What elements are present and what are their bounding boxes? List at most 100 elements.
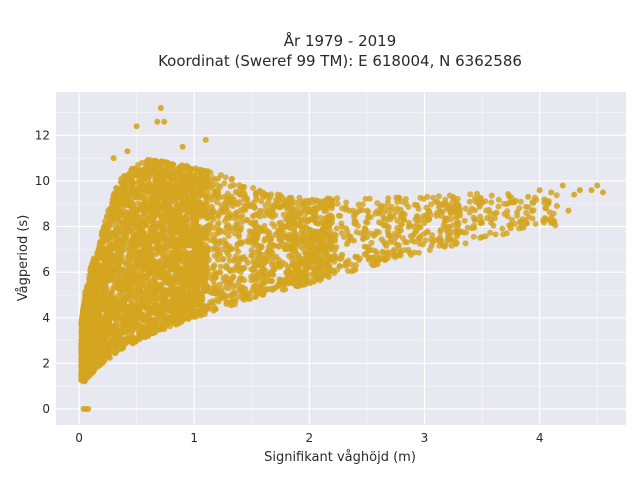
data-point xyxy=(223,301,230,307)
data-point xyxy=(248,252,255,259)
data-point xyxy=(501,200,507,207)
data-point xyxy=(386,214,393,220)
data-point xyxy=(143,259,149,265)
data-point xyxy=(288,194,295,201)
data-point xyxy=(309,206,316,213)
data-point xyxy=(166,202,173,209)
data-point xyxy=(322,205,329,212)
data-point xyxy=(297,243,304,250)
data-point xyxy=(203,260,210,267)
data-point xyxy=(261,212,268,219)
data-point xyxy=(352,218,359,225)
data-point xyxy=(140,301,147,308)
data-point xyxy=(203,193,210,200)
data-point xyxy=(286,202,293,208)
data-point xyxy=(172,182,179,189)
data-point xyxy=(252,278,259,285)
data-point xyxy=(450,195,457,202)
data-point xyxy=(197,199,204,206)
data-point xyxy=(318,230,325,237)
data-point xyxy=(143,251,150,258)
data-point xyxy=(455,229,462,236)
data-point xyxy=(393,194,400,201)
data-point xyxy=(170,161,177,168)
data-point xyxy=(121,182,128,189)
data-point xyxy=(109,336,116,343)
data-point xyxy=(166,319,173,326)
data-point xyxy=(138,262,145,269)
data-point xyxy=(113,319,119,326)
data-point xyxy=(220,256,227,262)
data-point xyxy=(276,242,283,249)
data-point xyxy=(238,224,245,231)
data-point xyxy=(366,195,373,202)
data-point xyxy=(317,214,324,221)
data-point xyxy=(153,230,160,237)
data-point xyxy=(248,247,255,254)
data-point xyxy=(484,215,491,221)
data-point xyxy=(181,242,188,249)
data-point xyxy=(138,217,145,224)
data-point xyxy=(322,223,329,230)
data-point xyxy=(231,290,238,297)
data-point xyxy=(274,191,281,198)
data-point xyxy=(183,175,190,182)
data-point xyxy=(262,235,269,242)
data-point xyxy=(165,251,172,258)
data-point xyxy=(167,297,174,304)
data-point xyxy=(436,237,443,244)
data-point xyxy=(262,256,269,263)
data-point xyxy=(301,198,308,204)
data-point xyxy=(454,201,461,208)
data-point xyxy=(242,207,249,213)
data-point xyxy=(470,233,477,240)
data-point xyxy=(113,208,120,215)
data-point xyxy=(338,230,345,236)
data-point xyxy=(308,278,315,285)
data-point xyxy=(477,234,484,241)
data-point xyxy=(110,192,117,199)
data-point xyxy=(255,290,261,297)
data-point xyxy=(544,198,551,205)
data-point xyxy=(276,276,283,283)
data-point xyxy=(172,230,179,237)
data-point xyxy=(110,285,117,292)
data-point xyxy=(514,212,521,219)
data-point xyxy=(383,222,390,229)
data-point xyxy=(268,278,275,285)
data-point xyxy=(264,193,271,200)
data-point xyxy=(220,275,227,281)
data-point xyxy=(237,283,244,290)
data-point xyxy=(141,202,148,209)
data-point xyxy=(223,262,230,269)
data-point xyxy=(437,208,444,215)
data-point xyxy=(337,212,344,219)
data-point xyxy=(217,251,223,258)
data-point xyxy=(435,193,442,200)
data-point xyxy=(191,247,198,254)
data-point xyxy=(276,263,283,270)
data-point xyxy=(368,239,375,246)
data-point xyxy=(196,247,203,254)
data-point xyxy=(253,196,260,203)
data-point xyxy=(267,251,274,258)
data-point xyxy=(283,246,290,252)
data-point xyxy=(227,245,234,252)
data-point xyxy=(420,195,427,202)
data-point xyxy=(323,216,330,223)
data-point xyxy=(507,221,514,228)
data-point xyxy=(353,229,360,236)
data-point xyxy=(375,209,382,216)
data-point xyxy=(270,202,277,209)
data-point xyxy=(251,204,258,211)
data-point xyxy=(517,198,524,205)
data-point xyxy=(376,219,382,226)
data-point xyxy=(222,217,228,224)
data-point xyxy=(186,286,193,293)
data-point xyxy=(452,208,459,215)
data-point xyxy=(104,299,111,306)
data-point xyxy=(207,221,214,228)
data-point xyxy=(380,214,387,221)
data-point xyxy=(213,199,220,206)
data-point xyxy=(126,209,133,216)
